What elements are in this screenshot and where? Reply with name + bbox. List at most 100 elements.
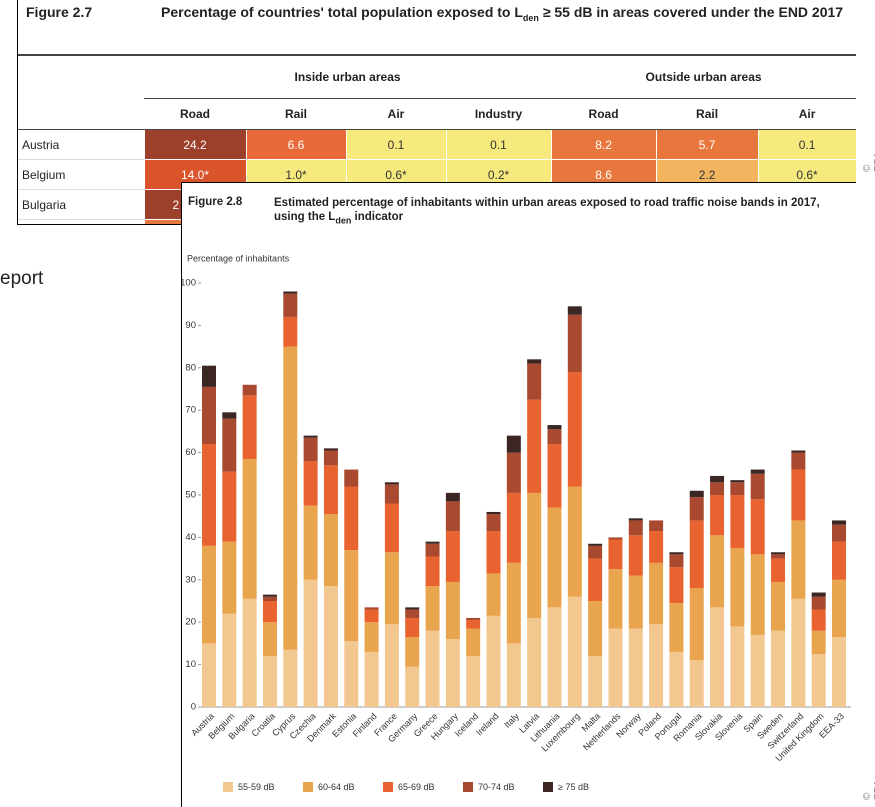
bar-segment: [791, 469, 806, 521]
bar-segment: [832, 524, 846, 542]
group-row: Inside urban areas Outside urban areas: [18, 54, 856, 99]
bar-segment: [608, 537, 623, 540]
text-fragment: eport: [0, 268, 44, 289]
bar-segment: [283, 291, 298, 294]
bar-segment: [405, 607, 420, 610]
bar-segment: [649, 624, 664, 707]
y-tick-label: 0: [191, 702, 196, 713]
credit: © EEA: [862, 151, 875, 172]
chart-title: Estimated percentage of inhabitants with…: [274, 196, 849, 227]
bar-segment: [384, 482, 399, 485]
credit: © EEA: [862, 779, 875, 800]
chart: Percentage of inhabitants 0 10 20 30 40 50 60 7…: [182, 253, 851, 792]
bar-segment: [445, 531, 460, 582]
bar-segment: [649, 562, 664, 625]
bar-segment: [628, 518, 643, 521]
bar-segment: [486, 531, 501, 574]
bar-segment: [202, 643, 216, 707]
bar-segment: [628, 575, 643, 629]
bar-segment: [547, 425, 562, 430]
y-tick-label: 60: [185, 447, 196, 458]
bar-segment: [791, 520, 806, 599]
bar-segment: [527, 492, 542, 618]
bar-segment: [466, 628, 481, 657]
y-tick-label: 10: [185, 659, 196, 670]
bar-segment: [710, 495, 725, 536]
title-part: Estimated percentage of inhabitants with…: [274, 197, 820, 223]
bar-segment: [832, 637, 846, 707]
bar-segment: [323, 450, 338, 466]
bar-segment: [445, 581, 460, 640]
bar-segment: [588, 656, 603, 707]
bar-segment: [608, 539, 623, 570]
bar-segment: [730, 626, 745, 707]
legend-label: 65-69 dB: [398, 782, 435, 792]
bar-segment: [303, 579, 318, 707]
bar-segment: [771, 552, 786, 555]
bar-segment: [506, 452, 521, 493]
row-label: Austria: [18, 129, 145, 160]
bar-segment: [323, 448, 338, 451]
title-part: Percentage of countries' total populatio…: [161, 4, 523, 20]
bar-segment: [466, 656, 481, 707]
bar-segment: [242, 384, 257, 396]
bar-segment: [771, 558, 786, 582]
bar-segment: [303, 437, 318, 462]
legend-swatch: [383, 782, 393, 792]
bar-segment: [222, 541, 237, 614]
bar-segment: [791, 450, 806, 453]
bar-segment: [771, 581, 786, 631]
bar-segment: [202, 365, 216, 387]
bar-segment: [262, 594, 277, 597]
legend-swatch: [543, 782, 553, 792]
bar-segment: [811, 609, 826, 631]
table-cell: 8.2: [551, 129, 657, 160]
bar-segment: [628, 535, 643, 576]
y-tick-label: 50: [185, 490, 196, 501]
chart-panel: Figure 2.8 Estimated percentage of inhab…: [181, 182, 856, 807]
bar-segment: [202, 444, 216, 546]
bar-segment: [588, 601, 603, 657]
bar-segment: [547, 607, 562, 707]
bar-segment: [547, 507, 562, 608]
bar-segment: [486, 514, 501, 532]
row-label: Bulgaria: [18, 189, 145, 220]
bar-segment: [323, 465, 338, 515]
bar-segment: [588, 558, 603, 601]
bar-segment: [364, 607, 379, 610]
bar-segment: [567, 314, 582, 373]
bar-segment: [689, 588, 704, 661]
figure-label: Figure 2.8: [188, 196, 243, 208]
bar-segment: [425, 630, 440, 707]
bar-segment: [445, 492, 460, 502]
bar-segment: [750, 499, 765, 555]
legend-label: 60-64 dB: [318, 782, 355, 792]
bar-segment: [669, 603, 684, 652]
bar-segment: [222, 418, 237, 472]
column-header: Rail: [656, 98, 759, 130]
blank: [18, 54, 144, 99]
group-header: Outside urban areas: [551, 54, 856, 99]
bar-segment: [384, 503, 399, 553]
legend-swatch: [303, 782, 313, 792]
title-part: ≥ 55 dB in areas covered under the END 2…: [538, 4, 844, 20]
bar-segment: [445, 501, 460, 532]
bar-segment: [669, 552, 684, 555]
bar-segment: [689, 490, 704, 498]
column-row: Road Rail Air Industry Road Rail Air: [18, 98, 856, 130]
column-header: Road: [144, 98, 246, 130]
bar-segment: [588, 545, 603, 559]
figure-label: Figure 2.7: [26, 4, 93, 20]
bar-segment: [649, 520, 664, 532]
y-tick-label: 70: [185, 405, 196, 416]
bar-segment: [811, 592, 826, 597]
column-header: Air: [758, 98, 856, 130]
bar-segment: [323, 586, 338, 707]
bar-segment: [262, 601, 277, 623]
bar-segment: [506, 562, 521, 644]
bar-segment: [832, 579, 846, 638]
bar-segment: [608, 628, 623, 707]
bar-segment: [710, 475, 725, 483]
y-axis-title: Percentage of inhabitants: [187, 253, 290, 263]
